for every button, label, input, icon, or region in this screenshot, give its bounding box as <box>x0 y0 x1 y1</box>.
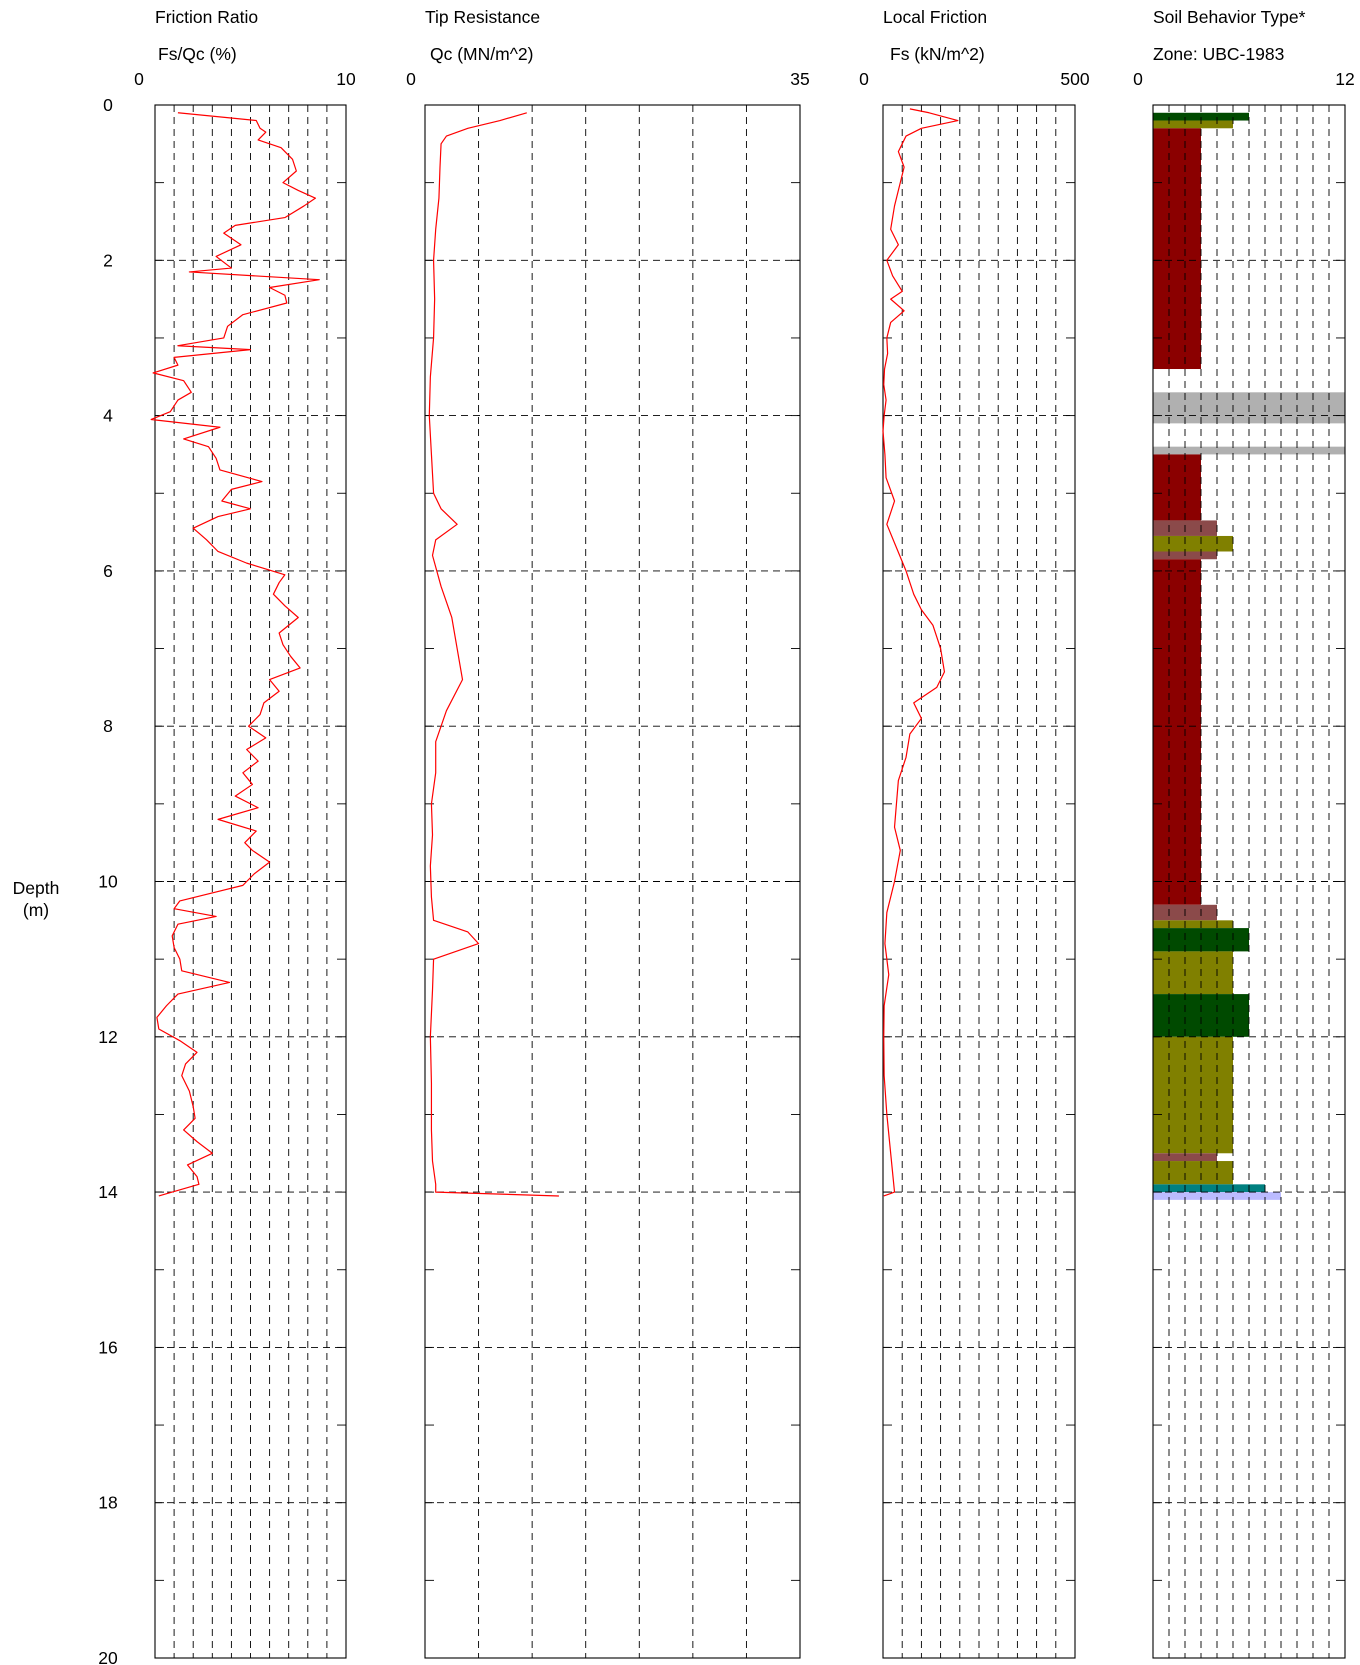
depth-tick-label: 20 <box>98 1648 118 1665</box>
soil-zone-bar <box>1153 128 1201 370</box>
panel-soil-behavior-type: Soil Behavior Type* Zone: UBC-1983 0 12 <box>1133 7 1355 1659</box>
panel-title: Tip Resistance <box>425 7 540 27</box>
x-tick-label-min: 0 <box>859 69 869 89</box>
series-line <box>882 108 959 1197</box>
depth-tick-label: 6 <box>103 561 113 581</box>
soil-zone-bar <box>1153 1184 1265 1193</box>
depth-tick-label: 16 <box>98 1337 117 1357</box>
x-tick-label-min: 0 <box>1133 69 1143 89</box>
x-tick-label-max: 12 <box>1335 69 1354 89</box>
soil-zone-bar <box>1153 535 1233 552</box>
panel-friction-ratio: Friction Ratio Fs/Qc (%) 0 10 <box>134 7 356 1659</box>
series-line <box>428 112 559 1197</box>
panel-xlabel: Fs/Qc (%) <box>158 44 237 64</box>
depth-tick-label: 0 <box>103 95 113 115</box>
panel-local-friction: Local Friction Fs (kN/m^2) 0 500 <box>859 7 1090 1659</box>
soil-zone-bar <box>1153 951 1233 995</box>
plot-frame <box>882 104 1076 1659</box>
panel-tip-resistance: Tip Resistance Qc (MN/m^2) 0 35 <box>406 7 810 1659</box>
soil-zone-bar <box>1153 1192 1281 1200</box>
soil-zone-bar <box>1153 559 1201 905</box>
soil-zone-bar <box>1153 1153 1217 1162</box>
x-tick-label-min: 0 <box>406 69 416 89</box>
depth-tick-label: 10 <box>98 872 118 892</box>
soil-zone-bar <box>1153 120 1233 129</box>
panel-xlabel: Fs (kN/m^2) <box>890 44 985 64</box>
x-tick-label-max: 10 <box>336 69 356 89</box>
depth-tick-label: 2 <box>103 250 113 270</box>
depth-tick-label: 18 <box>98 1493 117 1513</box>
soil-zone-bar <box>1153 920 1233 929</box>
depth-tick-label: 8 <box>103 716 113 736</box>
x-tick-label-max: 500 <box>1060 69 1089 89</box>
series-line <box>150 112 320 1197</box>
plot-frame <box>154 104 347 1659</box>
panel-title: Soil Behavior Type* <box>1153 7 1306 27</box>
soil-zone-bar <box>1153 112 1249 121</box>
depth-tick-labels: 0 2 4 6 8 10 12 14 16 18 20 <box>98 95 118 1665</box>
soil-zone-bar <box>1153 1161 1233 1185</box>
depth-tick-label: 14 <box>98 1182 118 1202</box>
soil-zone-bar <box>1153 446 1345 455</box>
depth-tick-label: 12 <box>98 1027 117 1047</box>
plot-frame <box>424 104 801 1659</box>
panel-xlabel: Zone: UBC-1983 <box>1153 44 1284 64</box>
x-tick-label-max: 35 <box>790 69 809 89</box>
panel-title: Friction Ratio <box>155 7 258 27</box>
depth-axis-label-line2: (m) <box>23 900 49 920</box>
soil-zone-bar <box>1153 1036 1233 1154</box>
panel-xlabel: Qc (MN/m^2) <box>430 44 533 64</box>
plot-frame <box>1152 104 1346 1659</box>
depth-axis-label-line1: Depth <box>13 878 60 898</box>
soil-zone-bar <box>1153 454 1201 521</box>
depth-tick-label: 4 <box>103 406 113 426</box>
x-tick-label-min: 0 <box>134 69 144 89</box>
panel-title: Local Friction <box>883 7 987 27</box>
